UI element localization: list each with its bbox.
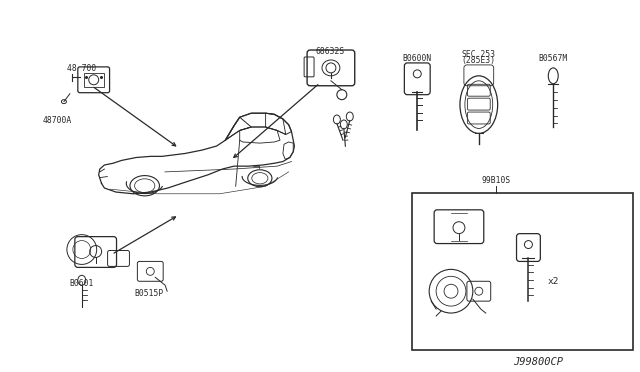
Text: B0515P: B0515P: [134, 289, 164, 298]
Text: B0601: B0601: [70, 279, 94, 288]
Text: (285E3): (285E3): [461, 56, 496, 65]
Text: SEC.253: SEC.253: [461, 50, 496, 59]
Text: x2: x2: [547, 277, 559, 286]
Text: B0600N: B0600N: [403, 54, 432, 63]
Bar: [84, 73, 104, 87]
Text: B0567M: B0567M: [539, 54, 568, 63]
Text: 99B10S: 99B10S: [481, 176, 510, 185]
Text: J99800CP: J99800CP: [513, 357, 563, 367]
Text: 68632S: 68632S: [316, 47, 344, 56]
Bar: [412, 193, 633, 350]
Text: 48 700: 48 700: [67, 64, 97, 73]
Text: 48700A: 48700A: [42, 116, 72, 125]
